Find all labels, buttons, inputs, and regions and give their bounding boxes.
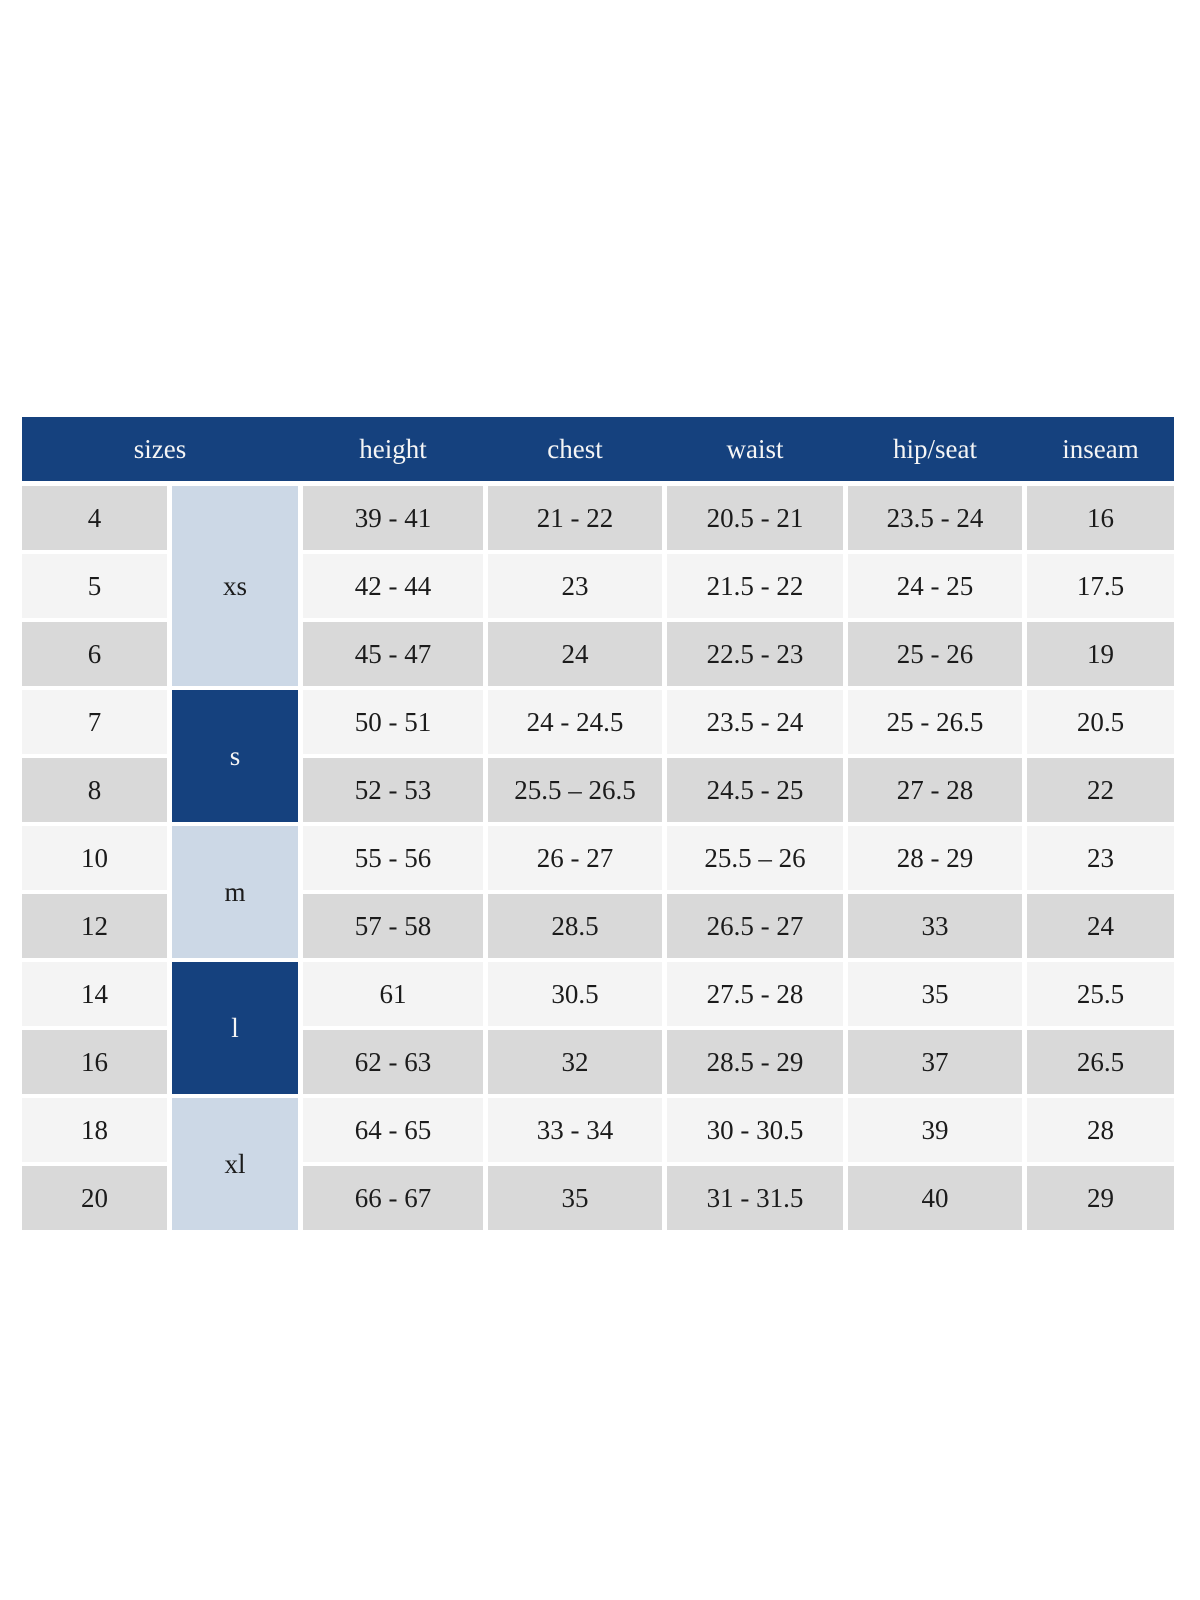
size-cell: 10 [22,826,167,890]
waist-cell: 25.5 – 26 [667,826,843,890]
height-cell: 52 - 53 [303,758,483,822]
height-cell: 39 - 41 [303,486,483,550]
height-cell: 66 - 67 [303,1166,483,1230]
hip-seat-cell: 39 [848,1098,1022,1162]
hip-seat-cell: 35 [848,962,1022,1026]
height-cell: 50 - 51 [303,690,483,754]
size-group-cell-xs: xs [172,486,298,686]
header-height: height [359,433,427,464]
hip-seat-cell: 25 - 26 [848,622,1022,686]
size-group-cell-s: s [172,690,298,822]
hip-seat-cell: 27 - 28 [848,758,1022,822]
hip-seat-cell: 28 - 29 [848,826,1022,890]
size-cell: 7 [22,690,167,754]
height-cell: 42 - 44 [303,554,483,618]
size-cell: 8 [22,758,167,822]
hip-seat-cell: 23.5 - 24 [848,486,1022,550]
inseam-cell: 28 [1027,1098,1174,1162]
height-cell: 64 - 65 [303,1098,483,1162]
waist-cell: 22.5 - 23 [667,622,843,686]
inseam-cell: 19 [1027,622,1174,686]
header-hip-seat: hip/seat [893,433,977,464]
inseam-cell: 16 [1027,486,1174,550]
hip-seat-cell: 37 [848,1030,1022,1094]
size-cell: 5 [22,554,167,618]
chest-cell: 26 - 27 [488,826,662,890]
table-header-row: sizes height chest waist hip/seat inseam [22,417,1174,481]
inseam-cell: 20.5 [1027,690,1174,754]
size-cell: 12 [22,894,167,958]
height-cell: 62 - 63 [303,1030,483,1094]
size-group-cell-xl: xl [172,1098,298,1230]
inseam-cell: 17.5 [1027,554,1174,618]
waist-cell: 27.5 - 28 [667,962,843,1026]
chest-cell: 32 [488,1030,662,1094]
waist-cell: 24.5 - 25 [667,758,843,822]
header-chest: chest [547,433,603,464]
inseam-cell: 29 [1027,1166,1174,1230]
inseam-cell: 23 [1027,826,1174,890]
height-cell: 45 - 47 [303,622,483,686]
chest-cell: 23 [488,554,662,618]
inseam-cell: 22 [1027,758,1174,822]
chest-cell: 33 - 34 [488,1098,662,1162]
inseam-cell: 25.5 [1027,962,1174,1026]
size-chart-table: sizes height chest waist hip/seat inseam… [22,417,1174,1230]
hip-seat-cell: 25 - 26.5 [848,690,1022,754]
waist-cell: 28.5 - 29 [667,1030,843,1094]
waist-cell: 23.5 - 24 [667,690,843,754]
chest-cell: 35 [488,1166,662,1230]
waist-cell: 31 - 31.5 [667,1166,843,1230]
size-cell: 18 [22,1098,167,1162]
header-inseam: inseam [1062,433,1139,464]
waist-cell: 30 - 30.5 [667,1098,843,1162]
inseam-cell: 26.5 [1027,1030,1174,1094]
height-cell: 57 - 58 [303,894,483,958]
table-body: 4 39 - 41 21 - 22 20.5 - 21 23.5 - 24 16 5 42 -… [22,486,1174,1230]
chest-cell: 24 - 24.5 [488,690,662,754]
chest-cell: 25.5 – 26.5 [488,758,662,822]
waist-cell: 21.5 - 22 [667,554,843,618]
size-group-cell-l: l [172,962,298,1094]
size-cell: 6 [22,622,167,686]
hip-seat-cell: 33 [848,894,1022,958]
size-cell: 16 [22,1030,167,1094]
height-cell: 55 - 56 [303,826,483,890]
header-waist: waist [726,433,784,464]
hip-seat-cell: 24 - 25 [848,554,1022,618]
size-cell: 20 [22,1166,167,1230]
chest-cell: 24 [488,622,662,686]
chest-cell: 21 - 22 [488,486,662,550]
waist-cell: 20.5 - 21 [667,486,843,550]
size-group-cell-m: m [172,826,298,958]
chest-cell: 30.5 [488,962,662,1026]
height-cell: 61 [303,962,483,1026]
hip-seat-cell: 40 [848,1166,1022,1230]
header-sizes: sizes [133,433,187,464]
waist-cell: 26.5 - 27 [667,894,843,958]
inseam-cell: 24 [1027,894,1174,958]
size-cell: 14 [22,962,167,1026]
chest-cell: 28.5 [488,894,662,958]
size-cell: 4 [22,486,167,550]
